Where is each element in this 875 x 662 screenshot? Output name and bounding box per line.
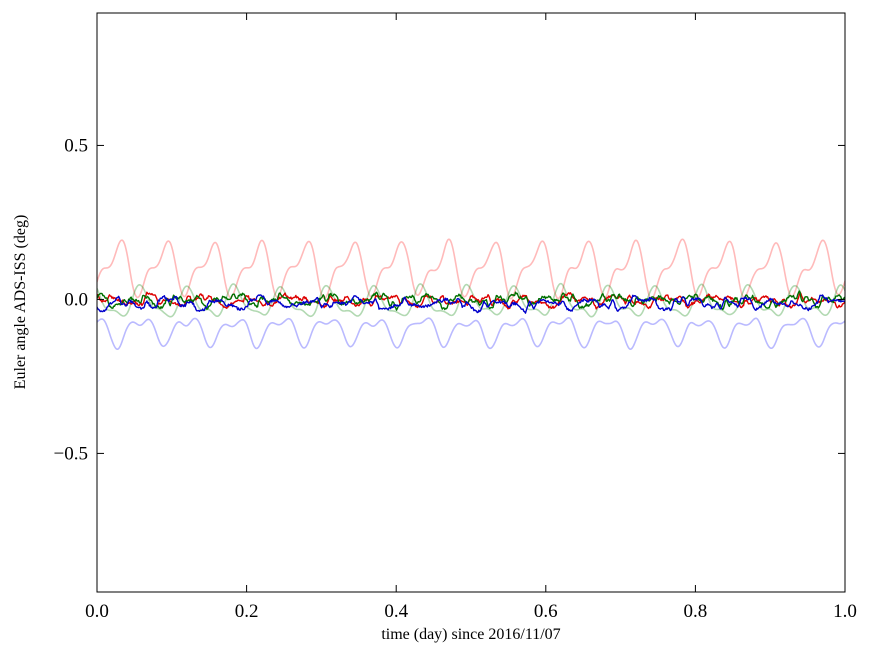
x-tick-label: 0.6: [534, 601, 558, 622]
y-tick-label: 0.0: [64, 289, 88, 310]
series-line-blue-filtered: [97, 294, 845, 314]
series-line-red-filtered: [97, 291, 845, 310]
x-tick-label: 0.0: [85, 601, 109, 622]
x-tick-label: 1.0: [833, 601, 857, 622]
y-tick-label: −0.5: [54, 443, 88, 464]
x-axis-title: time (day) since 2016/11/07: [381, 626, 561, 643]
series-line-pale-green-raw: [97, 282, 845, 318]
y-tick-label: 0.5: [64, 135, 88, 156]
series-line-green-filtered: [97, 290, 845, 311]
y-axis-title: Euler angle ADS-ISS (deg): [12, 214, 29, 390]
x-tick-label: 0.4: [384, 601, 408, 622]
x-tick-label: 0.8: [684, 601, 708, 622]
x-tick-label: 0.2: [235, 601, 259, 622]
series-line-pale-blue-raw: [97, 316, 845, 351]
axes-frame: [96, 12, 846, 593]
series-line-pale-red-raw: [97, 238, 845, 300]
